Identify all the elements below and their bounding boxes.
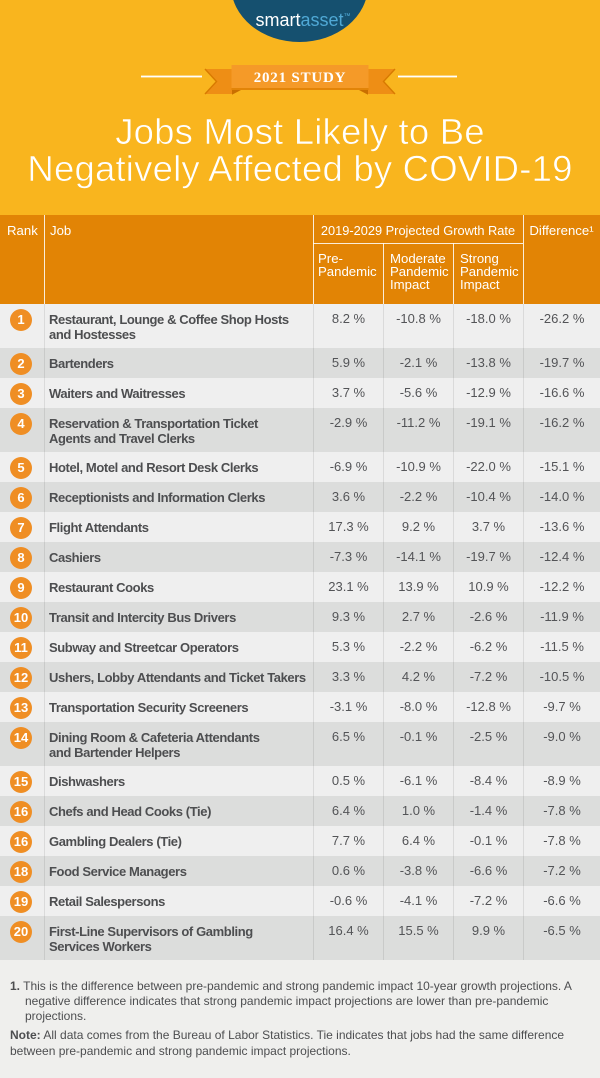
svg-text:2021 STUDY: 2021 STUDY (254, 70, 347, 86)
